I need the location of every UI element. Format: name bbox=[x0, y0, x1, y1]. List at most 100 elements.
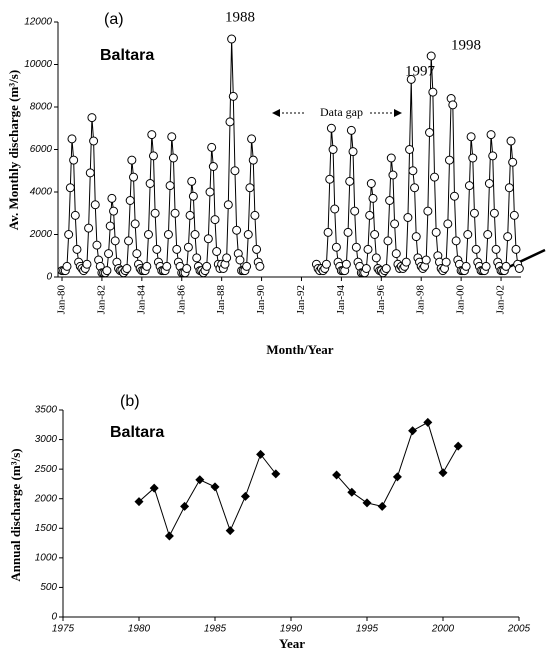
data-point bbox=[341, 259, 351, 269]
data-point bbox=[243, 230, 253, 239]
x-tick-label: Jan-90 bbox=[255, 285, 267, 315]
data-point bbox=[331, 242, 341, 252]
x-tick-label: Jan-98 bbox=[415, 285, 427, 315]
data-point bbox=[350, 206, 360, 216]
data-point bbox=[430, 172, 440, 182]
data-line bbox=[336, 421, 459, 507]
data-point bbox=[134, 497, 144, 507]
y-tick-label: 2000 bbox=[34, 493, 58, 504]
data-point bbox=[149, 483, 159, 493]
data-point bbox=[102, 266, 112, 276]
x-tick-label: Jan-94 bbox=[335, 285, 347, 315]
x-tick-label: Jan-96 bbox=[375, 285, 387, 315]
data-point bbox=[365, 210, 375, 220]
data-point bbox=[405, 145, 415, 154]
data-point bbox=[423, 417, 433, 427]
data-point bbox=[109, 206, 119, 216]
data-point bbox=[438, 468, 448, 478]
data-point bbox=[443, 219, 453, 229]
data-point bbox=[441, 257, 451, 267]
x-tick-label: 1985 bbox=[204, 624, 227, 635]
data-point bbox=[124, 236, 134, 246]
data-point bbox=[187, 176, 197, 186]
data-point bbox=[426, 51, 436, 61]
data-point bbox=[328, 145, 338, 154]
data-point bbox=[164, 531, 174, 541]
data-point bbox=[501, 261, 511, 271]
data-point bbox=[235, 255, 245, 265]
data-point bbox=[188, 191, 198, 201]
data-point bbox=[383, 236, 393, 246]
data-point bbox=[87, 113, 97, 123]
annotation: 1998 bbox=[451, 37, 481, 53]
x-tick-label: 2005 bbox=[507, 624, 531, 635]
data-point bbox=[503, 232, 513, 242]
data-point bbox=[252, 244, 262, 254]
y-tick-label: 500 bbox=[40, 582, 57, 593]
data-point bbox=[271, 469, 281, 479]
data-point bbox=[89, 136, 99, 146]
annotation: 1988 bbox=[225, 9, 255, 25]
data-point bbox=[469, 208, 479, 218]
data-point bbox=[172, 244, 182, 254]
data-point bbox=[425, 128, 435, 137]
data-point bbox=[471, 244, 481, 254]
data-point bbox=[212, 247, 222, 256]
x-tick-label: 1975 bbox=[52, 624, 75, 635]
data-point bbox=[363, 244, 373, 254]
data-point bbox=[150, 208, 160, 218]
data-point bbox=[227, 34, 237, 44]
data-point bbox=[403, 213, 413, 222]
data-point bbox=[343, 227, 353, 237]
data-point bbox=[351, 242, 361, 252]
data-point bbox=[484, 179, 494, 188]
data-point bbox=[240, 491, 250, 501]
data-point bbox=[67, 134, 77, 144]
data-point bbox=[362, 498, 372, 508]
data-point bbox=[64, 230, 74, 239]
data-point bbox=[323, 227, 333, 237]
data-point bbox=[180, 501, 190, 511]
data-point bbox=[391, 249, 401, 259]
data-point bbox=[483, 230, 493, 239]
x-tick-label: 2000 bbox=[431, 624, 455, 635]
data-point bbox=[72, 244, 82, 254]
y-tick-label: 0 bbox=[51, 612, 57, 623]
data-point bbox=[247, 134, 257, 144]
data-point bbox=[205, 187, 215, 197]
data-point bbox=[255, 261, 265, 271]
x-axis-title: Month/Year bbox=[266, 342, 333, 357]
data-point bbox=[448, 100, 458, 110]
data-point bbox=[366, 179, 376, 188]
data-point bbox=[256, 449, 266, 459]
y-tick-label: 12000 bbox=[24, 17, 52, 28]
data-point bbox=[408, 166, 418, 176]
data-point bbox=[504, 183, 514, 193]
data-point bbox=[85, 168, 95, 178]
data-point bbox=[242, 261, 252, 271]
data-point bbox=[125, 196, 135, 205]
data-point bbox=[163, 230, 173, 239]
data-point bbox=[104, 249, 114, 259]
x-tick-label: Jan-02 bbox=[495, 285, 507, 314]
data-point bbox=[346, 125, 356, 135]
data-point bbox=[508, 157, 518, 167]
x-tick-label: Jan-80 bbox=[56, 285, 68, 315]
data-point bbox=[406, 74, 416, 84]
data-point bbox=[182, 264, 192, 273]
data-point bbox=[321, 259, 331, 269]
x-axis-title: Year bbox=[279, 636, 305, 651]
y-tick-label: 8000 bbox=[30, 102, 53, 113]
data-point bbox=[345, 176, 355, 186]
data-point bbox=[390, 219, 400, 229]
data-point bbox=[132, 249, 142, 259]
panel-a: (a) Baltara 1988 1997 1998 Data gap Mont… bbox=[6, 9, 546, 357]
data-point bbox=[110, 236, 120, 246]
data-point bbox=[514, 264, 524, 273]
y-tick-label: 10000 bbox=[24, 59, 52, 70]
data-point bbox=[464, 181, 474, 191]
data-point bbox=[428, 87, 438, 97]
data-point bbox=[444, 155, 454, 165]
data-point bbox=[145, 179, 155, 188]
data-point bbox=[207, 142, 217, 152]
